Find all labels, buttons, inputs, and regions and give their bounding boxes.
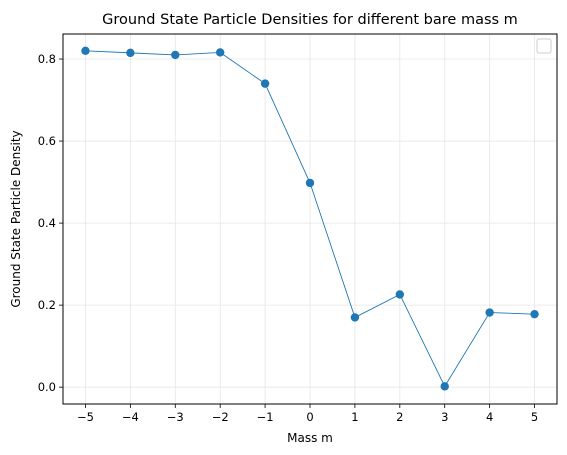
y-tick-label: 0.4 xyxy=(38,216,56,230)
x-tick-label: −4 xyxy=(122,410,139,424)
x-tick-label: 3 xyxy=(441,410,448,424)
y-tick-label: 0.0 xyxy=(38,380,56,394)
x-tick-label: −2 xyxy=(212,410,229,424)
data-point xyxy=(440,382,449,391)
x-axis-label: Mass m xyxy=(287,431,333,445)
y-tick-label: 0.8 xyxy=(38,52,56,66)
y-axis-label: Ground State Particle Density xyxy=(9,130,23,307)
data-point xyxy=(485,308,494,317)
x-axis-ticks: −5 −4 −3 −2 −1 0 1 2 3 4 5 xyxy=(77,404,538,424)
y-tick-label: 0.6 xyxy=(38,134,56,148)
data-point xyxy=(305,178,315,188)
data-point xyxy=(171,50,180,60)
x-tick-label: 1 xyxy=(351,410,358,424)
grid xyxy=(63,34,557,404)
y-axis-ticks: 0.0 0.2 0.4 0.6 0.8 xyxy=(38,52,63,394)
data-point xyxy=(260,79,270,88)
legend-box xyxy=(536,38,552,54)
x-tick-label: −1 xyxy=(257,410,274,424)
x-tick-label: 4 xyxy=(486,410,493,424)
y-tick-label: 0.2 xyxy=(38,298,56,312)
x-tick-label: −3 xyxy=(167,410,184,424)
data-point xyxy=(126,48,135,58)
x-tick-label: 2 xyxy=(396,410,403,424)
series-layer xyxy=(81,46,539,391)
x-tick-label: −5 xyxy=(77,410,94,424)
x-tick-label: 5 xyxy=(531,410,538,424)
data-point xyxy=(350,313,360,322)
data-point xyxy=(215,48,225,57)
data-point xyxy=(530,309,539,319)
x-tick-label: 0 xyxy=(306,410,313,424)
data-point xyxy=(81,46,90,56)
data-point xyxy=(395,290,405,299)
chart-title: Ground State Particle Densities for diff… xyxy=(102,12,518,28)
